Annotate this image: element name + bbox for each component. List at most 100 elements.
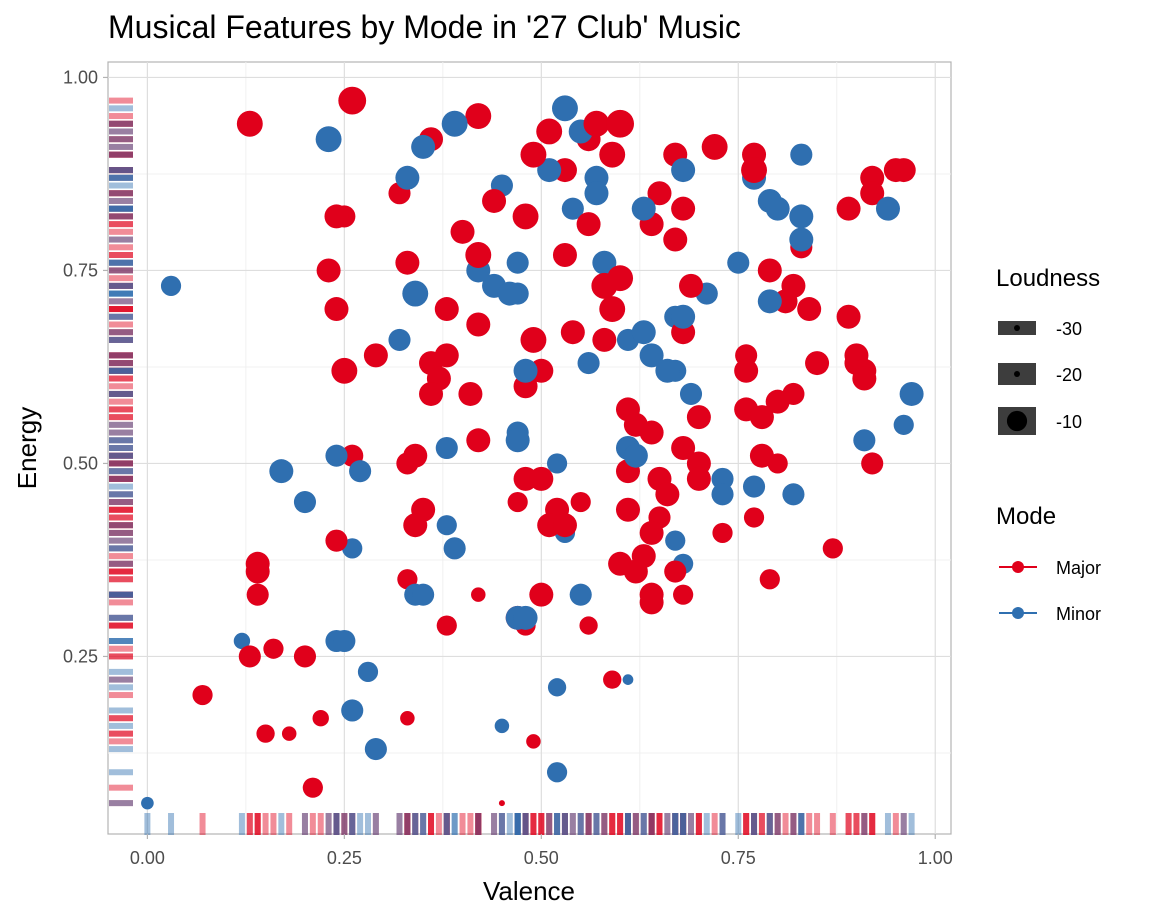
legend-label-mode: Minor [1056,604,1101,624]
point-major [498,800,505,807]
x-rug-mark [372,813,379,835]
x-rug-mark [372,813,379,835]
point-major [465,103,492,129]
point-major [603,670,622,689]
point-major [671,436,696,460]
x-rug-mark [751,813,758,835]
y-rug-mark [109,591,133,598]
point-major [312,710,329,727]
x-rug-mark [695,813,702,835]
point-major [822,538,843,559]
y-rug-mark [109,491,133,498]
y-rug-mark [109,213,133,220]
y-rug-mark [109,205,133,212]
point-major [639,520,664,545]
x-rug-mark [144,813,151,835]
x-rug-mark [491,813,498,835]
x-rug-mark [522,813,529,835]
y-rug-mark [109,136,133,143]
y-rug-mark [109,205,133,212]
x-rug-mark [632,813,639,835]
y-rug-mark [109,128,133,135]
x-rug-mark [522,813,529,835]
point-major [552,513,577,538]
y-rug-mark [109,730,133,737]
point-major [238,645,261,668]
y-rug-mark [109,105,133,112]
x-rug-mark [577,813,584,835]
x-rug-mark [632,813,639,835]
x-rug-mark [601,813,608,835]
y-rug-mark [109,390,133,397]
y-rug-mark [109,684,133,691]
point-minor [333,629,356,653]
point-minor [853,429,876,452]
point-minor [790,143,813,166]
y-tick-label: 0.75 [63,260,98,280]
point-minor [631,320,656,345]
point-minor [765,196,790,221]
y-rug-mark [109,329,133,336]
y-rug-mark [109,290,133,297]
x-rug-mark [498,813,505,835]
x-rug-mark [333,813,340,835]
y-rug-mark [109,800,133,807]
x-rug-mark [751,813,758,835]
y-rug-mark [109,290,133,297]
x-rug-mark [585,813,592,835]
x-rug-mark [672,813,679,835]
y-rug-mark [109,499,133,506]
x-rug-mark [443,813,450,835]
plot-background [107,61,952,835]
y-rug-mark [109,591,133,598]
y-rug-mark [109,638,133,644]
x-rug-mark [341,813,348,835]
y-rug-mark [109,475,133,482]
x-rug-mark [246,813,253,835]
x-rug-mark [514,813,521,835]
legend-key-point [1012,607,1024,619]
point-major [263,638,284,659]
x-rug-mark [593,813,600,835]
point-minor [893,414,914,435]
point-major [639,420,664,445]
point-minor [388,328,411,351]
point-minor [561,197,584,220]
x-rug-mark [514,813,521,835]
y-rug-mark [109,306,133,313]
point-major [615,497,640,522]
axes: 0.00 0.25 0.50 0.75 1.00 0.25 0.50 0.75 1.00 [63,67,953,868]
x-rug-mark [845,813,852,835]
y-rug-mark [109,568,133,575]
y-rug-mark [109,298,133,305]
x-rug-mark [546,813,553,835]
x-rug-mark [782,813,789,835]
x-rug-mark [475,813,482,835]
y-rug-mark [109,290,133,297]
y-rug-mark [109,143,133,150]
y-rug-mark [109,167,133,174]
y-rug-mark [109,653,133,660]
x-rug-mark [617,813,624,835]
x-rug-mark [664,813,671,835]
y-rug-mark [109,329,133,336]
x-rug-mark [254,813,261,835]
y-rug-mark [109,483,133,490]
point-major [599,296,626,322]
point-major [471,587,486,602]
y-rug-mark [109,499,133,506]
point-major [552,243,577,267]
y-rug-mark [109,120,133,127]
x-rug-mark [420,813,427,835]
y-rug-mark [109,190,133,197]
point-major [686,405,711,430]
x-rug-mark [498,813,505,835]
y-rug-mark [109,205,133,212]
x-rug-mark [869,813,876,835]
x-rug-mark [648,813,655,835]
point-major [749,443,774,468]
x-rug-mark [648,813,655,835]
y-rug-mark [109,460,133,467]
x-rug-mark [522,813,529,835]
point-major [331,357,358,384]
